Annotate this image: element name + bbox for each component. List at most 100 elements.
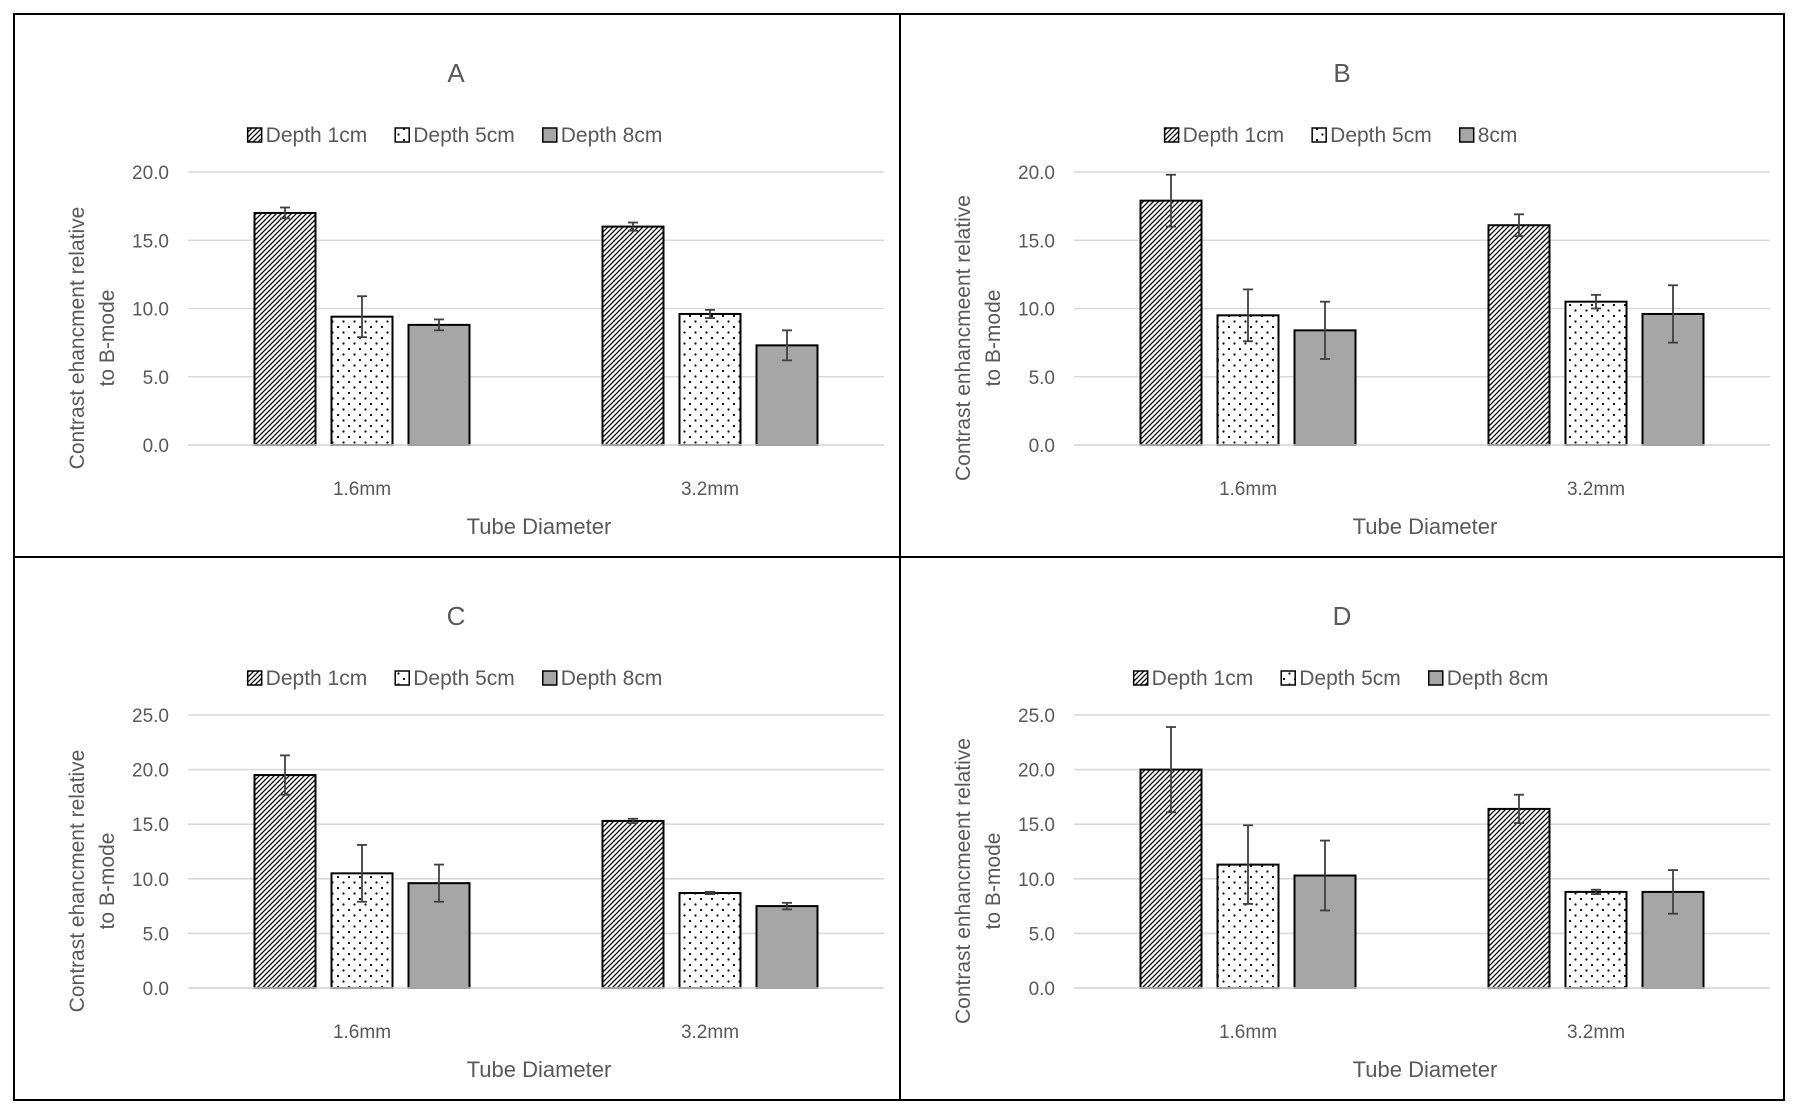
legend-swatch — [246, 670, 263, 686]
panel-frame — [13, 13, 901, 558]
bar — [1564, 300, 1628, 446]
y-tick-label: 5.0 — [1029, 924, 1055, 945]
legend: Depth 1cm Depth 5cm Depth 8cm — [1132, 667, 1549, 690]
legend-label: Depth 1cm — [1183, 124, 1285, 147]
error-bar — [280, 754, 290, 796]
panel-frame — [899, 556, 1785, 1101]
legend-swatch — [394, 127, 410, 143]
legend-swatch — [1428, 670, 1444, 686]
error-bar — [1668, 284, 1678, 344]
chart-title: A — [447, 58, 465, 88]
y-axis-label: Contrast enhancmeent relative to B-mode — [952, 195, 1005, 481]
x-category-label: 3.2mm — [681, 1022, 739, 1043]
error-bar — [705, 308, 715, 319]
y-axis-label-line: to B-mode — [96, 833, 119, 930]
error-bar — [1166, 173, 1176, 228]
y-axis-label-line: Contrast enhancmeent relative — [952, 738, 975, 1024]
error-bar — [1243, 288, 1253, 343]
error-bar — [1514, 793, 1524, 825]
legend-label: Depth 5cm — [1299, 667, 1401, 690]
x-category-label: 3.2mm — [681, 479, 739, 500]
y-tick-label: 25.0 — [1018, 706, 1055, 727]
chart-title: D — [1333, 601, 1352, 631]
error-bar — [628, 221, 638, 232]
y-axis-label: Contrast ehancment relative to B-mode — [66, 750, 119, 1013]
chart-title: C — [447, 601, 466, 631]
y-tick-label: 25.0 — [132, 706, 169, 727]
legend-swatch — [1311, 127, 1327, 143]
error-bar — [628, 817, 638, 825]
y-axis-label-line: to B-mode — [982, 833, 1005, 930]
y-tick-label: 5.0 — [143, 368, 169, 389]
legend-item: Depth 1cm — [1163, 124, 1285, 147]
x-category-label: 3.2mm — [1567, 479, 1625, 500]
x-category-label: 1.6mm — [1219, 479, 1277, 500]
error-bar — [357, 844, 367, 903]
y-tick-label: 5.0 — [143, 924, 169, 945]
legend-item: 8cm — [1458, 124, 1518, 147]
legend-swatch — [542, 127, 558, 143]
error-bar — [1243, 824, 1253, 905]
error-bar — [1591, 888, 1601, 895]
y-tick-label: 20.0 — [132, 163, 169, 184]
error-bar — [782, 329, 792, 362]
y-tick-label: 15.0 — [132, 231, 169, 252]
legend-label: Depth 8cm — [1447, 667, 1549, 690]
legend-label: Depth 5cm — [413, 667, 515, 690]
bar — [601, 819, 665, 990]
error-bar — [1668, 869, 1678, 915]
y-tick-label: 10.0 — [1018, 300, 1055, 321]
bar — [330, 315, 394, 446]
error-bar — [434, 318, 444, 332]
y-tick-label: 10.0 — [132, 300, 169, 321]
y-axis-label: Contrast ehancment relative to B-mode — [66, 207, 119, 470]
legend-label: Depth 5cm — [413, 124, 515, 147]
x-axis-label: Tube Diameter — [1353, 1057, 1498, 1082]
error-bar — [280, 206, 290, 220]
legend: Depth 1cm Depth 5cm 8cm — [1163, 124, 1518, 147]
legend-swatch — [1458, 127, 1475, 143]
bar — [601, 225, 665, 446]
legend-item: Depth 8cm — [1428, 667, 1549, 690]
y-axis-label-line: to B-mode — [96, 290, 119, 387]
y-axis-label-line: Contrast ehancment relative — [66, 207, 89, 470]
y-tick-label: 5.0 — [1029, 368, 1055, 389]
bar — [253, 211, 317, 446]
bar — [1487, 224, 1551, 446]
x-category-label: 1.6mm — [333, 479, 391, 500]
chart-panel-d: D Depth 1cm Depth 5cm Depth 8cm 0.0 5.0 10.0 15… — [899, 556, 1785, 1101]
bar — [253, 774, 317, 989]
legend-label: 8cm — [1478, 124, 1518, 147]
legend-label: Depth 5cm — [1330, 124, 1432, 147]
y-tick-label: 0.0 — [1029, 436, 1055, 457]
y-tick-label: 0.0 — [143, 979, 169, 1000]
error-bar — [1166, 726, 1176, 814]
bar — [755, 905, 819, 989]
legend: Depth 1cm Depth 5cm Depth 8cm — [246, 124, 662, 147]
y-tick-label: 10.0 — [132, 870, 169, 891]
x-category-label: 1.6mm — [1219, 1022, 1277, 1043]
legend-swatch — [1132, 670, 1149, 686]
y-tick-label: 10.0 — [1018, 870, 1055, 891]
x-category-label: 3.2mm — [1567, 1022, 1625, 1043]
error-bar — [1591, 293, 1601, 310]
x-axis-label: Tube Diameter — [467, 1057, 612, 1082]
bar — [678, 312, 742, 446]
bar — [1564, 890, 1628, 989]
chart-panel-b: B Depth 1cm Depth 5cm 8cm 0.0 5.0 10.0 15.0 20.0… — [899, 13, 1785, 558]
legend-item: Depth 8cm — [542, 124, 662, 147]
legend-item: Depth 5cm — [1280, 667, 1401, 690]
legend-swatch — [246, 127, 263, 143]
legend-label: Depth 1cm — [266, 124, 368, 147]
chart-panel-c: C Depth 1cm Depth 5cm Depth 8cm 0.0 5.0 10.0 15… — [13, 556, 901, 1101]
legend-label: Depth 1cm — [266, 667, 368, 690]
error-bar — [705, 891, 715, 895]
legend: Depth 1cm Depth 5cm Depth 8cm — [246, 667, 662, 690]
bar — [407, 323, 471, 447]
y-axis-label: Contrast enhancmeent relative to B-mode — [952, 738, 1005, 1024]
bar — [1139, 199, 1203, 446]
error-bar — [1320, 300, 1330, 360]
error-bar — [1514, 213, 1524, 238]
legend-swatch — [394, 670, 410, 686]
bar — [678, 891, 742, 989]
